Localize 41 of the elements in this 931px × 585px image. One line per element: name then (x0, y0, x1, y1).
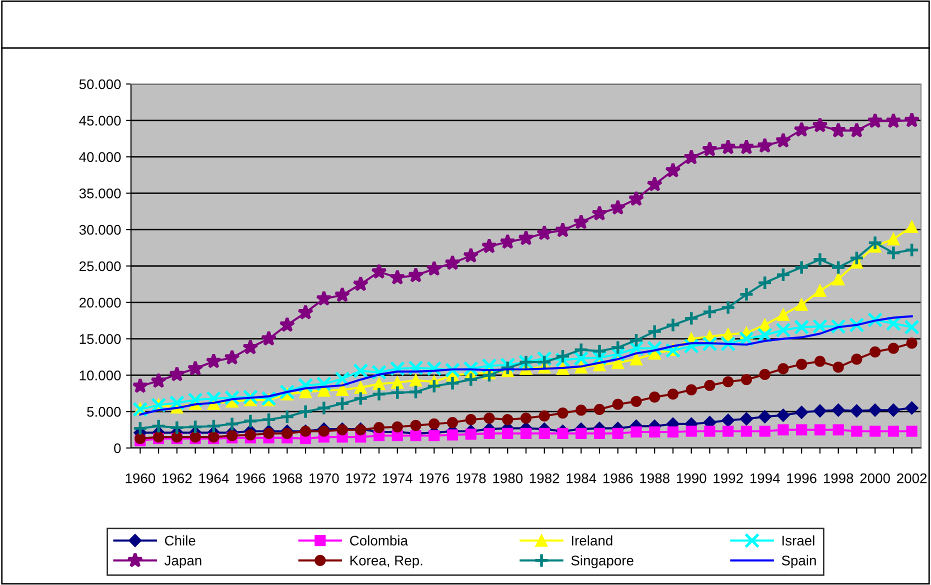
x-tick-label: 1982 (530, 473, 560, 484)
x-tick-label: 1970 (310, 473, 339, 484)
legend-label: Ireland (572, 535, 612, 546)
legend-label: Korea, Rep. (350, 556, 422, 568)
x-tick-label: 1984 (566, 473, 596, 484)
x-tick-label: 1976 (420, 473, 449, 484)
x-tick-label: 1978 (456, 473, 486, 484)
x-tick-label: 1968 (272, 473, 302, 484)
y-tick-label: 0 (114, 443, 121, 454)
y-tick-label: 10.000 (80, 370, 121, 380)
x-tick-label: 1996 (787, 473, 816, 484)
y-tick-label: 20.000 (80, 298, 121, 308)
x-tick-label: 1962 (162, 473, 192, 484)
legend-label: Colombia (350, 535, 408, 546)
legend-label: Spain (782, 555, 816, 568)
legend-label: Israel (782, 535, 814, 546)
y-tick-label: 5.000 (87, 406, 121, 417)
y-tick-label: 40.000 (79, 152, 121, 162)
x-tick-label: 1986 (603, 473, 633, 484)
legend-label: Singapore (571, 555, 634, 568)
x-tick-label: 1966 (236, 473, 266, 484)
x-tick-label: 1972 (346, 473, 376, 484)
legend-label: Japan (164, 556, 202, 568)
x-tick-label: 1980 (493, 473, 523, 484)
x-tick-label: 2002 (897, 473, 927, 484)
x-tick-label: 1994 (750, 473, 780, 484)
x-tick-label: 2000 (860, 473, 890, 484)
legend-label: Chile (164, 535, 196, 546)
y-tick-label: 25.000 (80, 261, 121, 272)
y-tick-label: 30.000 (79, 224, 121, 235)
x-tick-label: 1990 (676, 473, 706, 484)
x-tick-label: 1988 (640, 473, 670, 484)
y-tick-label: 50.000 (79, 79, 121, 90)
x-tick-label: 1974 (383, 473, 412, 484)
y-tick-label: 15.000 (80, 334, 121, 344)
x-tick-label: 1964 (199, 473, 229, 484)
x-tick-label: 1998 (824, 473, 854, 484)
x-tick-label: 1992 (714, 473, 743, 484)
y-tick-label: 35.000 (79, 188, 121, 198)
x-tick-label: 1960 (126, 473, 156, 484)
y-tick-label: 45.000 (79, 116, 121, 126)
